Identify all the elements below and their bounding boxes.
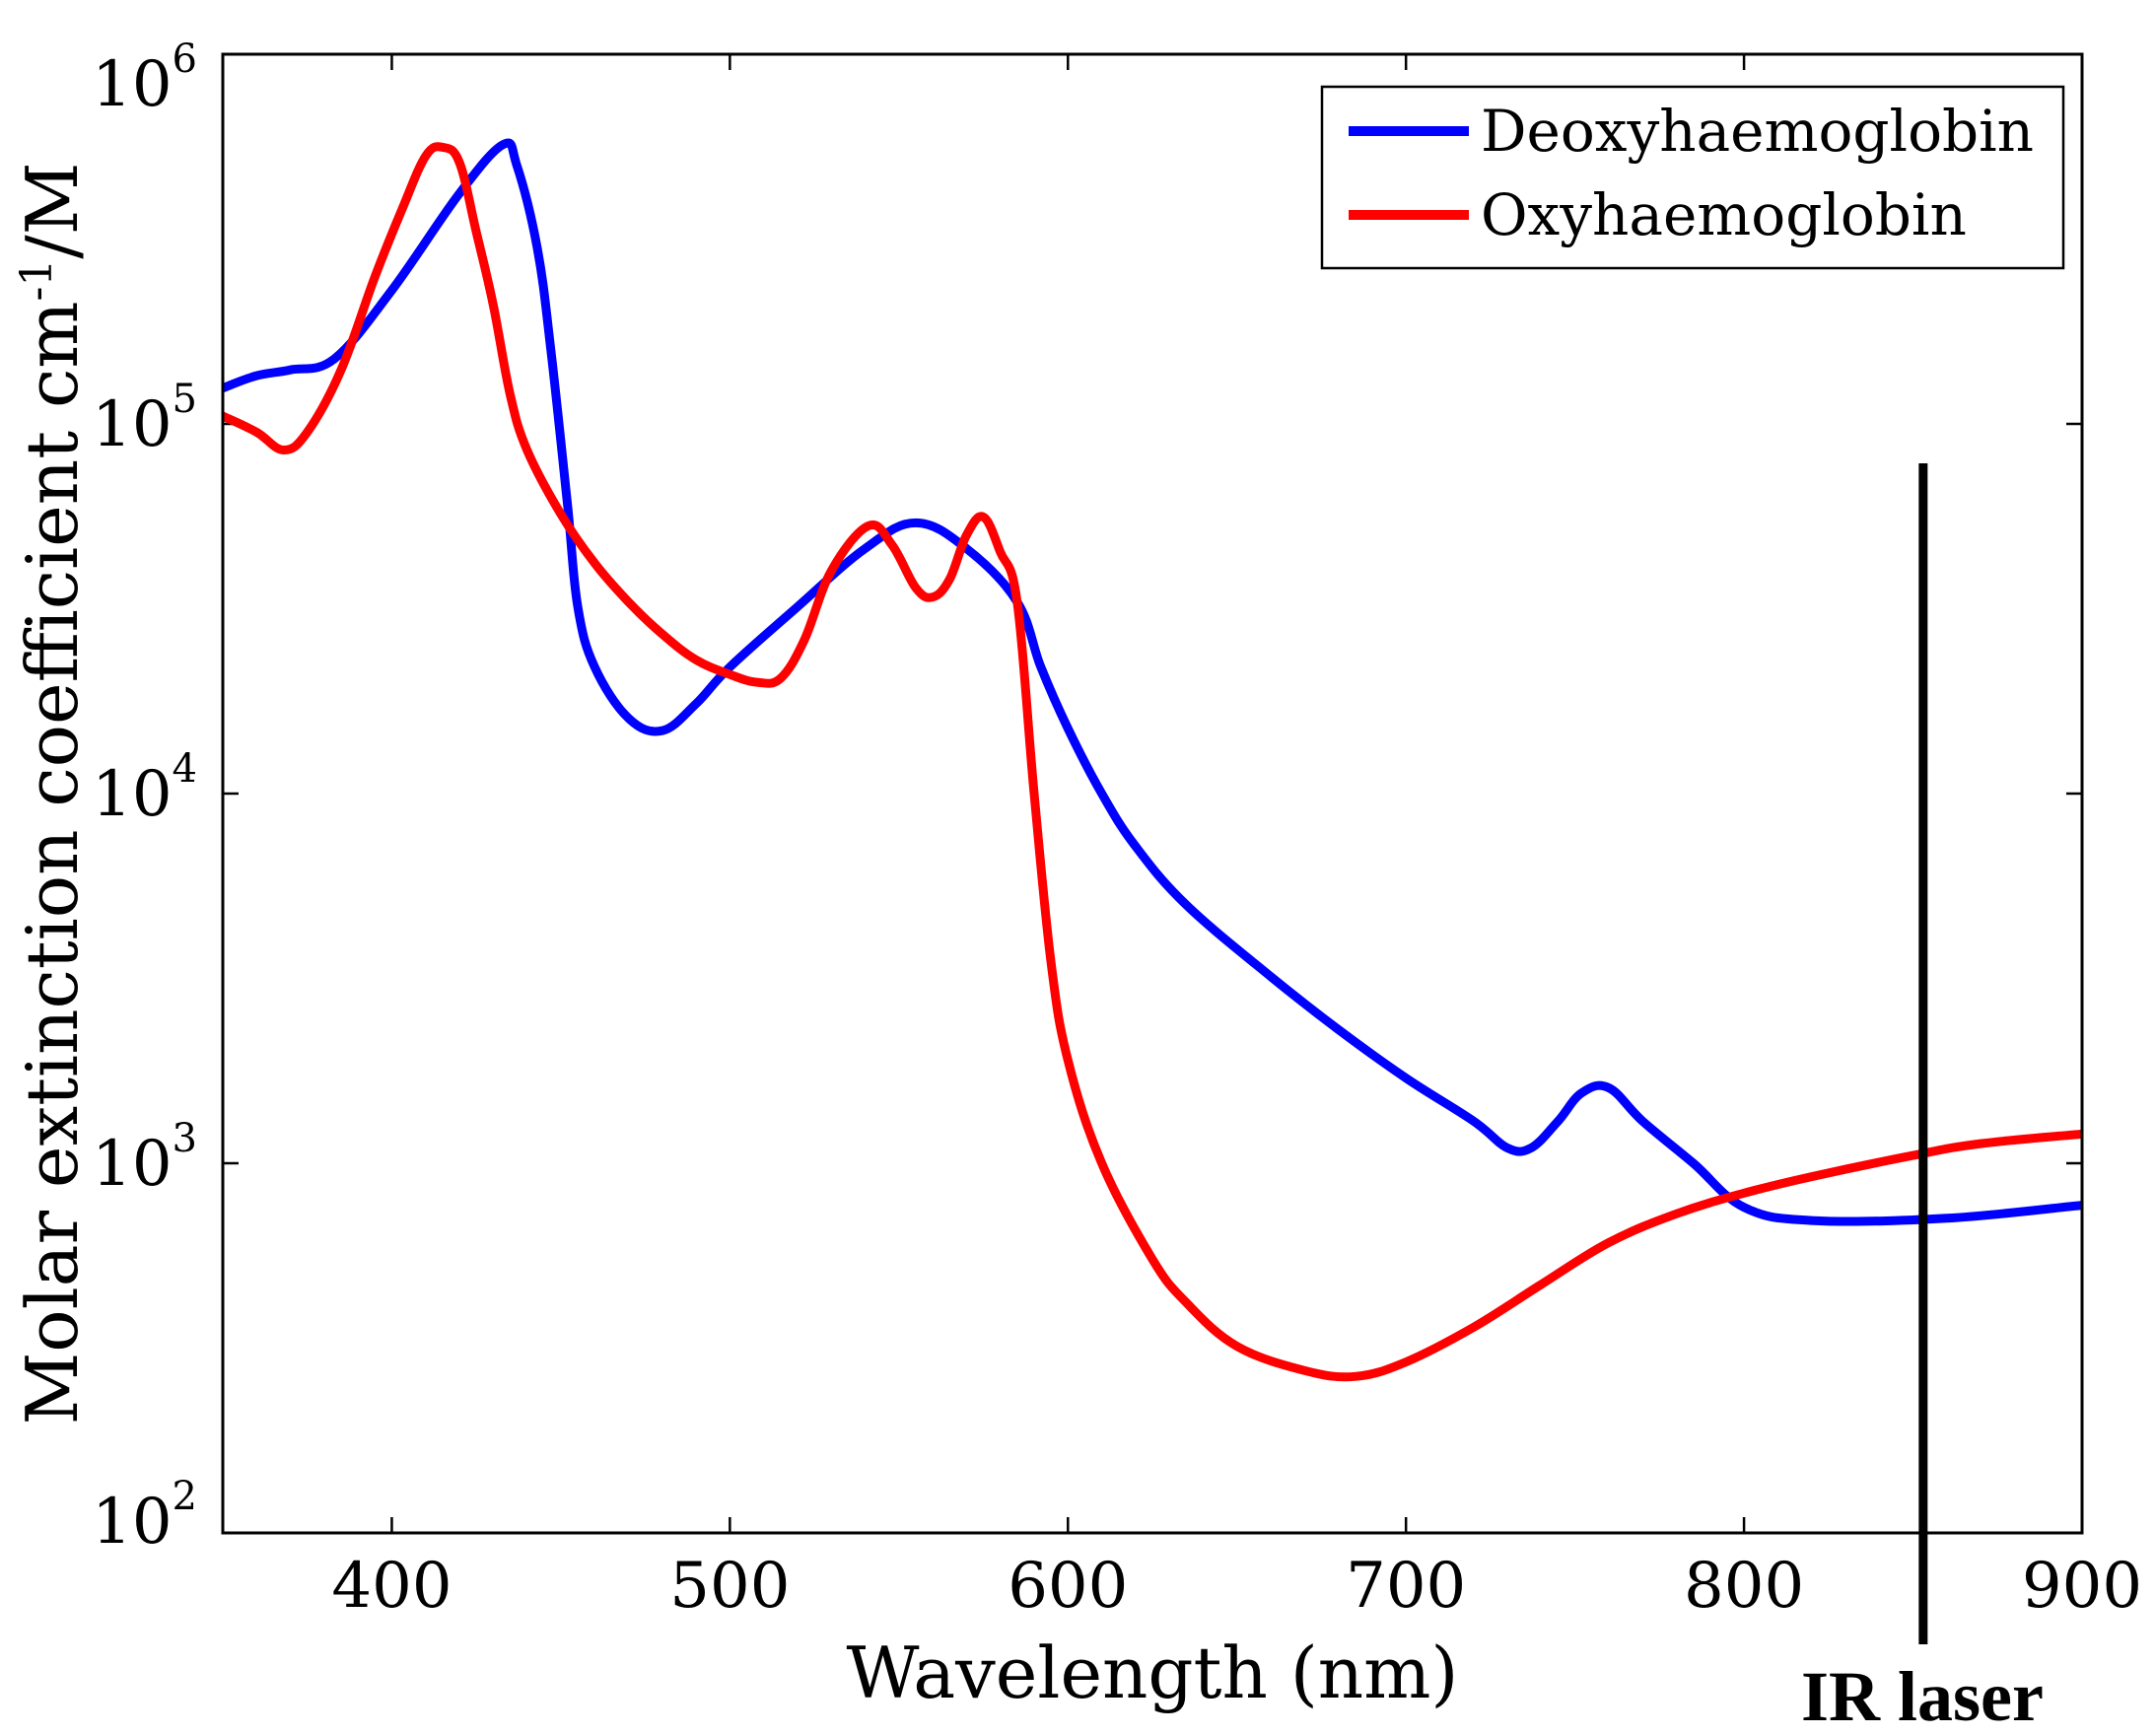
y-tick-label-exponent: 5 [173,377,197,422]
x-axis-title: Wavelength (nm) [846,1632,1458,1714]
legend: Deoxyhaemoglobin Oxyhaemoglobin [1320,85,2065,270]
legend-box [1320,85,2065,270]
y-axis-title-suffix: /M [11,163,94,259]
x-tick-label: 800 [1684,1550,1804,1623]
y-axis-title-main: Molar extinction coefficient cm [11,301,94,1424]
plot-frame [221,52,2084,1535]
y-tick-label: 102 [92,1474,197,1559]
y-tick-label-exponent: 2 [173,1474,197,1519]
deoxyhaemoglobin-curve [223,138,2082,1226]
x-tick-label: 700 [1346,1550,1466,1623]
y-tick-label-exponent: 6 [173,36,197,82]
legend-label-oxy: Oxyhaemoglobin [1481,181,1967,248]
plot-area [223,54,2082,1533]
x-tick-label: 600 [1008,1550,1128,1623]
x-tick-labels: 400 500 600 700 800 900 [331,1550,2142,1623]
curve-group [223,138,2082,1382]
y-tick-label-base: 10 [92,758,172,831]
y-tick-label-exponent: 4 [173,746,197,792]
y-axis-title: Molar extinction coefficient cm-1/M [11,163,94,1425]
x-tick-label: 400 [331,1550,452,1623]
ir-laser-label: IR laser [1801,1657,2044,1736]
y-tick-label-base: 10 [92,388,172,461]
legend-label-deoxy: Deoxyhaemoglobin [1481,98,2034,165]
y-tick-label-base: 10 [92,1486,172,1559]
x-tick-label: 500 [669,1550,790,1623]
y-tick-label: 103 [92,1116,197,1201]
y-tick-label-base: 10 [92,1128,172,1201]
y-tick-label: 104 [92,746,197,831]
y-tick-label: 106 [92,36,197,121]
oxyhaemoglobin-curve [223,142,2082,1382]
y-tick-label-base: 10 [92,48,172,121]
y-tick-label-exponent: 3 [173,1116,197,1161]
y-axis-title-exponent: -1 [12,259,62,302]
x-tick-label: 900 [2022,1550,2142,1623]
y-tick-label: 105 [92,377,197,461]
